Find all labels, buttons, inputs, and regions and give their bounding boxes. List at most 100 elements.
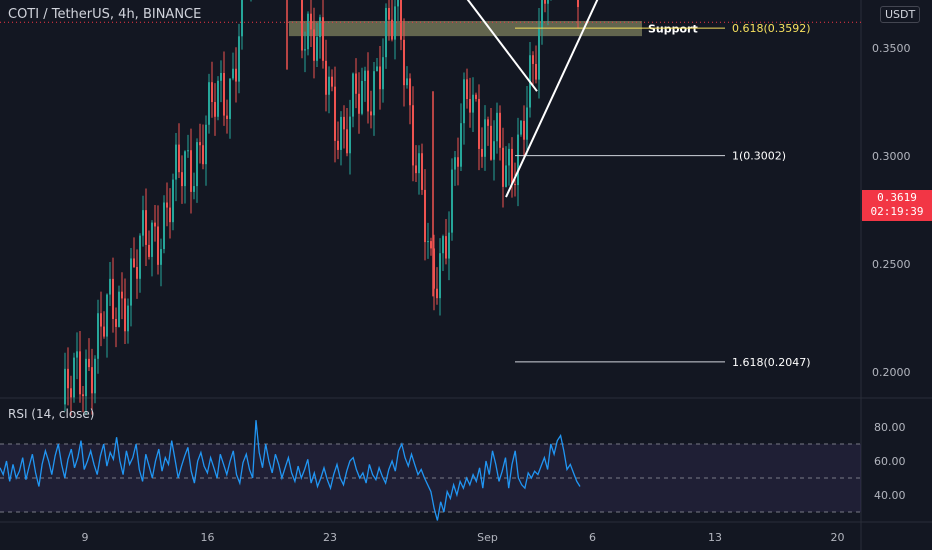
candle-body [436, 288, 438, 299]
candle-body [187, 150, 189, 152]
candle-body [121, 291, 123, 299]
candle-body [202, 145, 204, 165]
x-tick-label: 23 [323, 531, 337, 544]
rsi-y-tick-label: 80.00 [874, 421, 906, 434]
candle-body [433, 248, 435, 289]
candle-body [445, 236, 447, 259]
candles [0, 0, 861, 416]
candle-body [205, 124, 207, 165]
candle-body [172, 179, 174, 223]
support-zone-label: Support [648, 23, 698, 36]
candle-body [430, 241, 432, 249]
candle-body [364, 70, 366, 81]
candle-body [118, 291, 120, 327]
candle-body [190, 150, 192, 192]
candle-body [241, 0, 243, 37]
y-tick-label: 0.3000 [872, 150, 911, 163]
fib-label: 1.618(0.2047) [732, 356, 811, 369]
trendlines [466, 0, 599, 198]
x-tick-label: 16 [201, 531, 215, 544]
candle-body [478, 98, 480, 149]
candle-body [490, 125, 492, 160]
candle-body [424, 189, 426, 243]
candle-body [79, 351, 81, 395]
candle-body [454, 157, 456, 170]
candle-body [388, 7, 390, 20]
candle-body [412, 105, 414, 166]
currency-button[interactable]: USDT [880, 6, 921, 23]
candle-body [532, 55, 534, 64]
candle-body [148, 244, 150, 257]
candle-body [208, 82, 210, 125]
candle-body [346, 129, 348, 154]
candle-body [484, 119, 486, 157]
candle-body [136, 267, 138, 279]
candle-body [232, 68, 234, 79]
candle-body [391, 19, 393, 40]
price-tag-price: 0.3619 [877, 191, 917, 204]
candle-body [196, 142, 198, 187]
candle-body [229, 78, 231, 119]
candle-body [76, 351, 78, 358]
price-tag-countdown: 02:19:39 [870, 205, 924, 218]
candle-body [325, 60, 327, 95]
candle-body [460, 123, 462, 167]
axes: 0.50000.45000.40000.35000.30000.25000.20… [82, 42, 911, 544]
candle-body [214, 102, 216, 117]
candle-body [439, 253, 441, 299]
candle-body [358, 93, 360, 114]
candle-body [469, 99, 471, 113]
candle-body [106, 294, 108, 337]
candle-body [199, 142, 201, 146]
candle-body [343, 116, 345, 130]
x-tick-label: 9 [82, 531, 89, 544]
candle-body [160, 249, 162, 265]
candle-body [316, 37, 318, 61]
candle-body [451, 169, 453, 233]
candle-body [337, 140, 339, 150]
x-tick-label: 20 [831, 531, 845, 544]
candle-body [514, 183, 516, 186]
candle-body [67, 368, 69, 389]
y-tick-label: 0.2000 [872, 366, 911, 379]
candle-body [487, 119, 489, 126]
candle-body [463, 79, 465, 124]
candle-body [127, 305, 129, 332]
candle-body [157, 226, 159, 265]
candle-body [535, 63, 537, 80]
candle-body [526, 107, 528, 140]
rsi-title: RSI (14, close) [8, 407, 95, 421]
candle-body [475, 94, 477, 99]
candle-body [385, 7, 387, 58]
candle-body [304, 49, 306, 51]
candle-body [502, 147, 504, 187]
candle-body [184, 151, 186, 187]
candle-body [394, 6, 396, 40]
candle-body [133, 258, 135, 268]
candle-body [415, 165, 417, 174]
candle-body [400, 0, 402, 40]
candle-body [538, 28, 540, 80]
candle-body [421, 153, 423, 190]
candle-body [94, 358, 96, 394]
candle-body [313, 29, 315, 61]
candle-body [379, 66, 381, 90]
candle-body [226, 115, 228, 119]
candle-body [175, 144, 177, 180]
price-tag: 0.3619 02:19:39 [862, 190, 932, 221]
ascending-trendline [505, 0, 599, 198]
candle-body [499, 112, 501, 148]
candle-body [301, 0, 303, 51]
support-zone [289, 21, 642, 37]
candle-body [541, 0, 543, 29]
candle-body [427, 241, 429, 243]
candle-body [139, 235, 141, 279]
candle-body [367, 70, 369, 112]
candle-body [331, 76, 333, 87]
candle-body [397, 0, 399, 7]
candle-body [349, 116, 351, 154]
rsi-line [0, 420, 581, 521]
candle-body [82, 394, 84, 397]
